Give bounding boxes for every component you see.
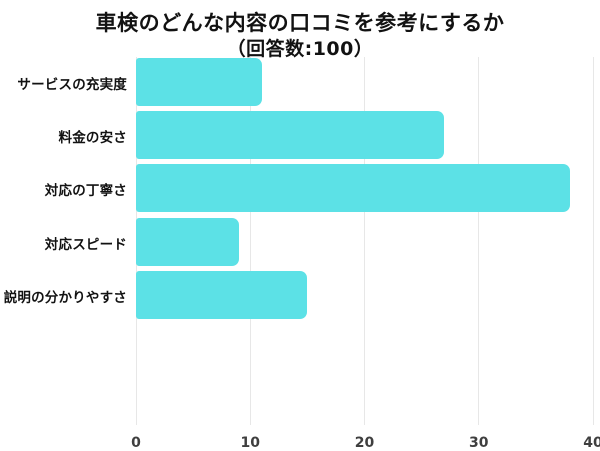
gridline bbox=[249, 57, 251, 425]
bar bbox=[136, 217, 239, 266]
category-label: 料金の安さ bbox=[58, 130, 127, 146]
x-tick-label: 30 bbox=[469, 435, 489, 451]
gridline bbox=[364, 57, 365, 425]
bar bbox=[136, 111, 445, 159]
bar bbox=[136, 57, 262, 106]
x-tick-label: 10 bbox=[240, 435, 260, 451]
category-label: 説明の分かりやすさ bbox=[3, 289, 127, 306]
category-label: 対応スピード bbox=[44, 236, 127, 253]
gridline bbox=[478, 57, 480, 425]
x-tick-label: 40 bbox=[583, 435, 600, 451]
bar bbox=[136, 270, 308, 319]
chart-title-line2: （回答数:100） bbox=[226, 38, 374, 60]
gridline bbox=[592, 57, 594, 425]
category-label: 対応の丁寧さ bbox=[44, 183, 127, 200]
chart-title: 車検のどんな内容の口コミを参考にするか （回答数:100） bbox=[0, 10, 600, 61]
category-label: サービスの充実度 bbox=[17, 76, 127, 93]
bar bbox=[136, 164, 571, 213]
chart-title-line1: 車検のどんな内容の口コミを参考にするか bbox=[95, 11, 505, 35]
plot-area: 0 10 20 30 40 サービスの充実度料金の安さ対応の丁寧さ 対応スピード説明の分かり… bbox=[4, 57, 600, 451]
x-tick-label: 20 bbox=[354, 435, 375, 451]
x-tick-label: 0 bbox=[131, 435, 141, 451]
